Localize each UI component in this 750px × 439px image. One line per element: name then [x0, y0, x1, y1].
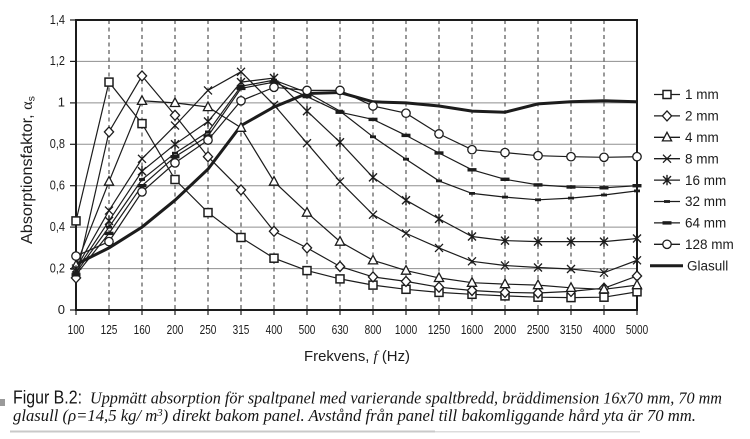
svg-text:Frekvens, f (Hz): Frekvens, f (Hz): [304, 349, 410, 365]
svg-text:Absorptionsfaktor, αs: Absorptionsfaktor, αs: [19, 96, 38, 244]
svg-text:1,2: 1,2: [50, 53, 65, 68]
svg-text:1,4: 1,4: [50, 12, 65, 27]
svg-text:4000: 4000: [593, 322, 615, 337]
svg-text:800: 800: [365, 322, 382, 337]
svg-text:Glasull: Glasull: [687, 258, 728, 273]
svg-text:Uppmätt absorption för spaltpa: Uppmätt absorption för spaltpanel med va…: [90, 389, 722, 408]
svg-text:64 mm: 64 mm: [685, 216, 726, 231]
svg-text:1250: 1250: [428, 322, 450, 337]
svg-text:400: 400: [266, 322, 283, 337]
svg-text:200: 200: [167, 322, 184, 337]
svg-text:315: 315: [233, 322, 250, 337]
svg-text:0,8: 0,8: [50, 136, 65, 151]
svg-text:1 mm: 1 mm: [685, 87, 719, 102]
svg-text:glasull (ρ=14,5 kg/ m3) direkt: glasull (ρ=14,5 kg/ m3) direkt bakom pan…: [13, 406, 696, 425]
svg-text:0,4: 0,4: [50, 219, 65, 234]
svg-text:250: 250: [200, 322, 217, 337]
svg-text:4 mm: 4 mm: [685, 130, 719, 145]
svg-text:1600: 1600: [461, 322, 483, 337]
svg-text:1: 1: [58, 95, 65, 110]
svg-text:3150: 3150: [560, 322, 582, 337]
svg-text:32 mm: 32 mm: [685, 194, 726, 209]
svg-text:2000: 2000: [494, 322, 516, 337]
svg-text:5000: 5000: [626, 322, 648, 337]
svg-text:160: 160: [134, 322, 151, 337]
svg-text:128 mm: 128 mm: [685, 237, 734, 252]
svg-text:Figur B.2:: Figur B.2:: [13, 388, 82, 408]
svg-text:100: 100: [68, 322, 85, 337]
svg-text:500: 500: [299, 322, 316, 337]
svg-text:125: 125: [101, 322, 118, 337]
svg-text:2 mm: 2 mm: [685, 109, 719, 124]
svg-text:2500: 2500: [527, 322, 549, 337]
svg-text:8 mm: 8 mm: [685, 151, 719, 166]
svg-text:16 mm: 16 mm: [685, 173, 726, 188]
svg-text:1000: 1000: [395, 322, 417, 337]
svg-text:0: 0: [58, 302, 65, 317]
svg-text:0,6: 0,6: [50, 178, 65, 193]
svg-text:0,2: 0,2: [50, 260, 65, 275]
svg-text:630: 630: [332, 322, 349, 337]
